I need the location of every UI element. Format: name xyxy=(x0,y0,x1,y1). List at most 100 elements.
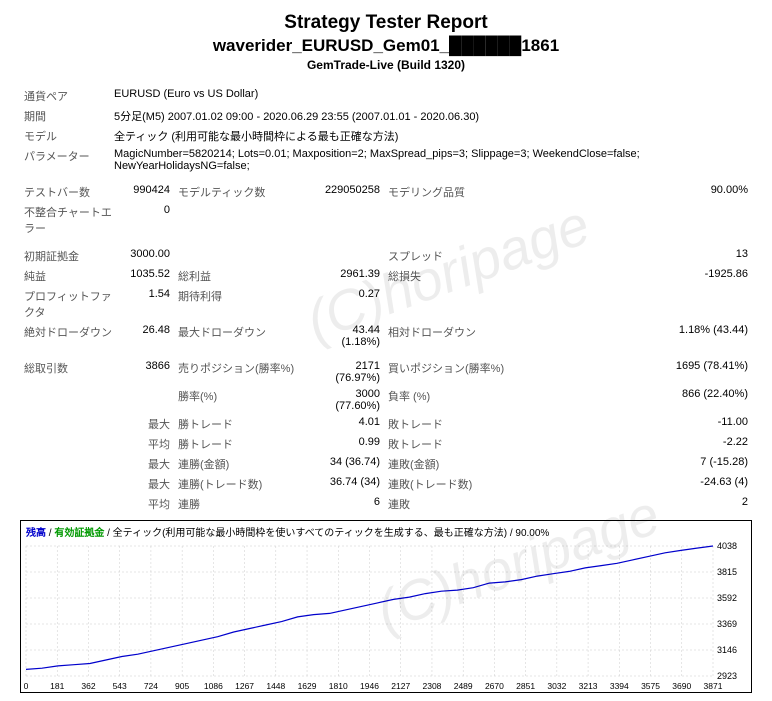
svg-text:1267: 1267 xyxy=(235,681,254,691)
svg-text:2923: 2923 xyxy=(717,671,737,681)
svg-text:3032: 3032 xyxy=(547,681,566,691)
long-label: 買いポジション(勝率%) xyxy=(384,358,518,386)
winrate-label: 勝率(%) xyxy=(174,386,314,414)
avg-label: 平均 xyxy=(120,434,174,454)
svg-text:3815: 3815 xyxy=(717,567,737,577)
spread-label: スプレッド xyxy=(384,246,518,266)
report-title: Strategy Tester Report xyxy=(20,12,752,34)
deposit-label: 初期証拠金 xyxy=(20,246,120,266)
netprofit-label: 純益 xyxy=(20,266,120,286)
equity-chart: 残高 / 有効証拠金 / 全ティック(利用可能な最小時間枠を使いすべてのティック… xyxy=(20,520,752,693)
consloss-cnt-label: 連敗(トレード数) xyxy=(384,474,518,494)
params-label: パラメーター xyxy=(20,146,110,174)
long-value: 1695 (78.41%) xyxy=(518,358,752,386)
spread-value: 13 xyxy=(518,246,752,266)
svg-text:1448: 1448 xyxy=(266,681,285,691)
avg-consloss-value: 2 xyxy=(518,494,752,514)
stats-table: テストバー数 990424 モデルティック数 229050258 モデリング品質… xyxy=(20,182,752,514)
consloss-amt-value: 7 (-15.28) xyxy=(518,454,752,474)
maxdd-value: 43.44 (1.18%) xyxy=(314,322,384,350)
avg-consloss-label: 連敗 xyxy=(384,494,518,514)
svg-text:1086: 1086 xyxy=(204,681,223,691)
short-label: 売りポジション(勝率%) xyxy=(174,358,314,386)
conswin-amt-label: 連勝(金額) xyxy=(174,454,314,474)
svg-text:3871: 3871 xyxy=(704,681,723,691)
expected-label: 期待利得 xyxy=(174,286,314,322)
max-wintrade-value: 4.01 xyxy=(314,414,384,434)
svg-text:2127: 2127 xyxy=(391,681,410,691)
avg-wintrade-value: 0.99 xyxy=(314,434,384,454)
server-info: GemTrade-Live (Build 1320) xyxy=(20,58,752,72)
lossrate-value: 866 (22.40%) xyxy=(518,386,752,414)
svg-text:3369: 3369 xyxy=(717,619,737,629)
chart-equity-label: 有効証拠金 xyxy=(54,528,104,539)
svg-text:362: 362 xyxy=(81,681,95,691)
consloss-amt-label: 連敗(金額) xyxy=(384,454,518,474)
period-label: 期間 xyxy=(20,106,110,126)
consloss-cnt-value: -24.63 (4) xyxy=(518,474,752,494)
maxdd-label: 最大ドローダウン xyxy=(174,322,314,350)
svg-text:1946: 1946 xyxy=(360,681,379,691)
reldd-label: 相対ドローダウン xyxy=(384,322,518,350)
reldd-value: 1.18% (43.44) xyxy=(518,322,752,350)
max-label3: 最大 xyxy=(120,474,174,494)
report-subtitle: waverider_EURUSD_Gem01_██████1861 xyxy=(20,36,752,56)
svg-text:543: 543 xyxy=(113,681,127,691)
svg-text:0: 0 xyxy=(24,681,29,691)
chart-header: 残高 / 有効証拠金 / 全ティック(利用可能な最小時間枠を使いすべてのティック… xyxy=(21,521,751,542)
svg-text:2489: 2489 xyxy=(454,681,473,691)
svg-text:3690: 3690 xyxy=(672,681,691,691)
conswin-cnt-label: 連勝(トレード数) xyxy=(174,474,314,494)
winrate-value: 3000 (77.60%) xyxy=(314,386,384,414)
absdd-label: 絶対ドローダウン xyxy=(20,322,120,350)
symbol-value: EURUSD (Euro vs US Dollar) xyxy=(110,86,752,106)
model-label: モデル xyxy=(20,126,110,146)
chart-balance-label: 残高 xyxy=(26,528,46,539)
svg-text:4038: 4038 xyxy=(717,542,737,551)
avg-conswin-label: 連勝 xyxy=(174,494,314,514)
avg-conswin-value: 6 xyxy=(314,494,384,514)
avg-losstrade-value: -2.22 xyxy=(518,434,752,454)
mismatch-label: 不整合チャートエラー xyxy=(20,202,120,238)
svg-text:905: 905 xyxy=(175,681,189,691)
quality-label: モデリング品質 xyxy=(384,182,518,202)
mismatch-value: 0 xyxy=(120,202,174,238)
pf-label: プロフィットファクタ xyxy=(20,286,120,322)
quality-value: 90.00% xyxy=(518,182,752,202)
grossloss-label: 総損失 xyxy=(384,266,518,286)
chart-svg: 4038 3815 3592 3369 3146 2923 0 181 362 543 724 905… xyxy=(21,542,751,692)
svg-text:1629: 1629 xyxy=(298,681,317,691)
netprofit-value: 1035.52 xyxy=(120,266,174,286)
grossprofit-label: 総利益 xyxy=(174,266,314,286)
avg-label2: 平均 xyxy=(120,494,174,514)
conswin-cnt-value: 36.74 (34) xyxy=(314,474,384,494)
params-value: MagicNumber=5820214; Lots=0.01; Maxposit… xyxy=(110,146,752,174)
svg-text:2851: 2851 xyxy=(516,681,535,691)
svg-text:3575: 3575 xyxy=(641,681,660,691)
symbol-label: 通貨ペア xyxy=(20,86,110,106)
totaltrades-label: 総取引数 xyxy=(20,358,120,386)
svg-text:2308: 2308 xyxy=(422,681,441,691)
svg-text:181: 181 xyxy=(50,681,64,691)
svg-text:3592: 3592 xyxy=(717,593,737,603)
losstrade-label2: 敗トレード xyxy=(384,434,518,454)
lossrate-label: 負率 (%) xyxy=(384,386,518,414)
short-value: 2171 (76.97%) xyxy=(314,358,384,386)
expected-value: 0.27 xyxy=(314,286,384,322)
grossprofit-value: 2961.39 xyxy=(314,266,384,286)
grossloss-value: -1925.86 xyxy=(518,266,752,286)
svg-text:1810: 1810 xyxy=(329,681,348,691)
ticks-label: モデルティック数 xyxy=(174,182,314,202)
svg-text:3146: 3146 xyxy=(717,645,737,655)
losstrade-label: 敗トレード xyxy=(384,414,518,434)
max-label2: 最大 xyxy=(120,454,174,474)
absdd-value: 26.48 xyxy=(120,322,174,350)
pf-value: 1.54 xyxy=(120,286,174,322)
svg-text:3213: 3213 xyxy=(579,681,598,691)
totaltrades-value: 3866 xyxy=(120,358,174,386)
svg-text:3394: 3394 xyxy=(610,681,629,691)
ticks-value: 229050258 xyxy=(314,182,384,202)
max-label: 最大 xyxy=(120,414,174,434)
model-value: 全ティック (利用可能な最小時間枠による最も正確な方法) xyxy=(110,126,752,146)
svg-text:724: 724 xyxy=(144,681,158,691)
